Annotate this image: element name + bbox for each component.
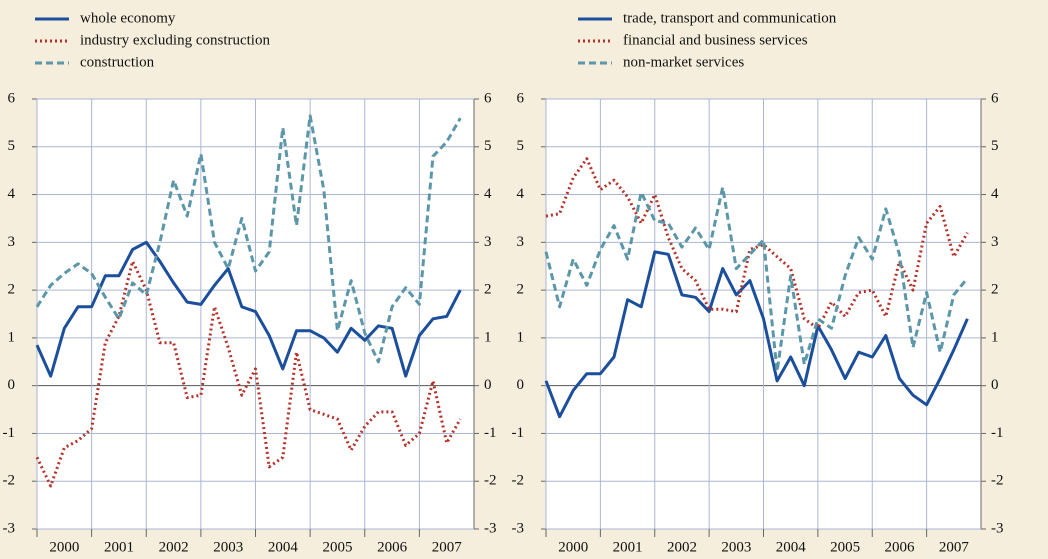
x-tick-label: 2000 [558,539,588,555]
y-tick-label: 6 [517,90,525,106]
y2-tick-label: -1 [484,425,497,441]
y-tick-label: 1 [517,329,525,345]
y-tick-label: 2 [517,282,525,298]
y-tick-label: 2 [8,282,16,298]
data-line [545,157,969,330]
legend-label: non-market services [623,54,744,70]
y-tick-label: 0 [517,377,525,393]
x-tick-label: 2003 [213,539,243,555]
y2-tick-label: 4 [991,186,999,202]
x-tick-label: 2002 [159,539,189,555]
y2-tick-label: 3 [484,234,492,250]
y2-tick-label: 1 [991,329,999,345]
x-tick-label: 2001 [104,539,134,555]
y2-tick-label: 6 [991,90,999,106]
y2-tick-label: 4 [484,186,492,202]
y-tick-label: 0 [8,377,16,393]
y-tick-label: 1 [8,329,16,345]
legend-label: construction [80,54,155,70]
x-tick-label: 2007 [939,539,970,555]
x-tick-label: 2005 [830,539,860,555]
y2-tick-label: 2 [484,282,492,298]
y2-tick-label: -3 [484,520,497,536]
y2-tick-label: 0 [484,377,492,393]
legend-label: financial and business services [623,32,808,48]
x-tick-label: 2006 [884,539,915,555]
data-line [35,240,462,378]
data-line [544,250,969,419]
y-tick-label: 5 [517,138,525,154]
y-tick-label: 4 [8,186,16,202]
y-tick-label: -3 [3,520,16,536]
legend-label: trade, transport and communication [623,10,837,26]
y2-tick-label: -3 [991,520,1004,536]
y2-tick-label: 3 [991,234,999,250]
y2-tick-label: -2 [484,473,497,489]
y-tick-label: 3 [517,234,525,250]
y-tick-label: -3 [512,520,525,536]
x-tick-label: 2007 [432,539,463,555]
y2-tick-label: 0 [991,377,999,393]
data-line [35,259,462,488]
data-line [35,114,462,364]
legend-label: whole economy [80,10,176,26]
y2-tick-label: 1 [484,329,492,345]
x-tick-label: 2000 [49,539,79,555]
x-tick-label: 2004 [776,539,807,555]
y2-tick-label: -2 [991,473,1004,489]
y-tick-label: 6 [8,90,16,106]
x-tick-label: 2001 [613,539,643,555]
x-tick-label: 2004 [268,539,299,555]
y2-tick-label: 2 [991,282,999,298]
y-tick-label: -2 [512,473,525,489]
y-tick-label: 5 [8,138,16,154]
y2-tick-label: 5 [484,138,492,154]
y-tick-label: -1 [512,425,525,441]
x-tick-label: 2003 [721,539,751,555]
y2-tick-label: 5 [991,138,999,154]
y-tick-label: -2 [3,473,16,489]
y2-tick-label: -1 [991,425,1004,441]
legend-label: industry excluding construction [80,32,270,48]
x-tick-label: 2006 [377,539,408,555]
y-tick-label: 4 [517,186,525,202]
y-tick-label: -1 [3,425,16,441]
x-tick-label: 2005 [322,539,352,555]
y2-tick-label: 6 [484,90,492,106]
x-tick-label: 2002 [667,539,697,555]
y-tick-label: 3 [8,234,16,250]
